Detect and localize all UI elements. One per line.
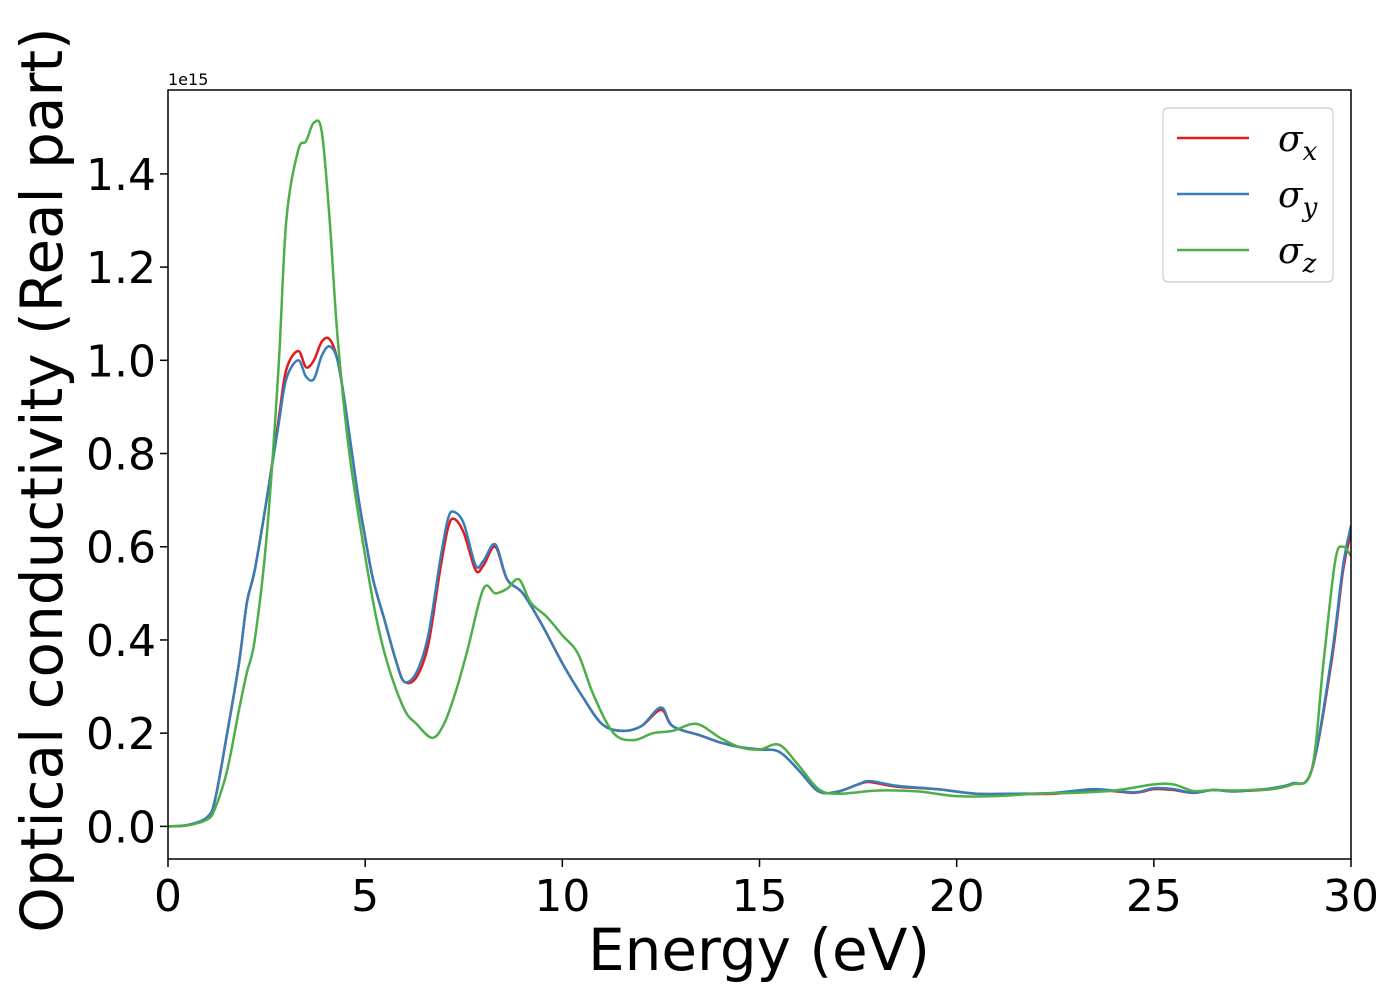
x-tick-label: 0: [154, 871, 182, 922]
y-tick-label: 1.2: [86, 243, 156, 294]
series-line-z: [168, 119, 1351, 828]
x-tick-label: 25: [1126, 871, 1182, 922]
y-axis: 0.0 0.2 0.4 0.6 0.8 1.0 1.2 1.4: [86, 150, 168, 853]
x-tick-label: 15: [732, 871, 788, 922]
y-tick-label: 0.2: [86, 709, 156, 760]
x-tick-label: 10: [534, 871, 590, 922]
series-layer: [168, 119, 1351, 828]
x-axis-title: Energy (eV): [588, 916, 930, 984]
y-tick-label: 0.4: [86, 616, 156, 667]
series-line-y: [168, 345, 1351, 828]
x-axis: 0 5 10 15 20 25 30: [154, 859, 1379, 922]
y-tick-label: 1.0: [86, 336, 156, 387]
x-tick-label: 20: [929, 871, 985, 922]
y-tick-label: 0.8: [86, 430, 156, 481]
x-tick-label: 30: [1323, 871, 1379, 922]
y-axis-title: Optical conductivity (Real part): [8, 27, 76, 932]
y-offset-label: 1e15: [168, 70, 208, 89]
x-tick-label: 5: [351, 871, 379, 922]
y-tick-label: 1.4: [86, 150, 156, 201]
y-tick-label: 0.0: [86, 802, 156, 853]
y-tick-label: 0.6: [86, 523, 156, 574]
